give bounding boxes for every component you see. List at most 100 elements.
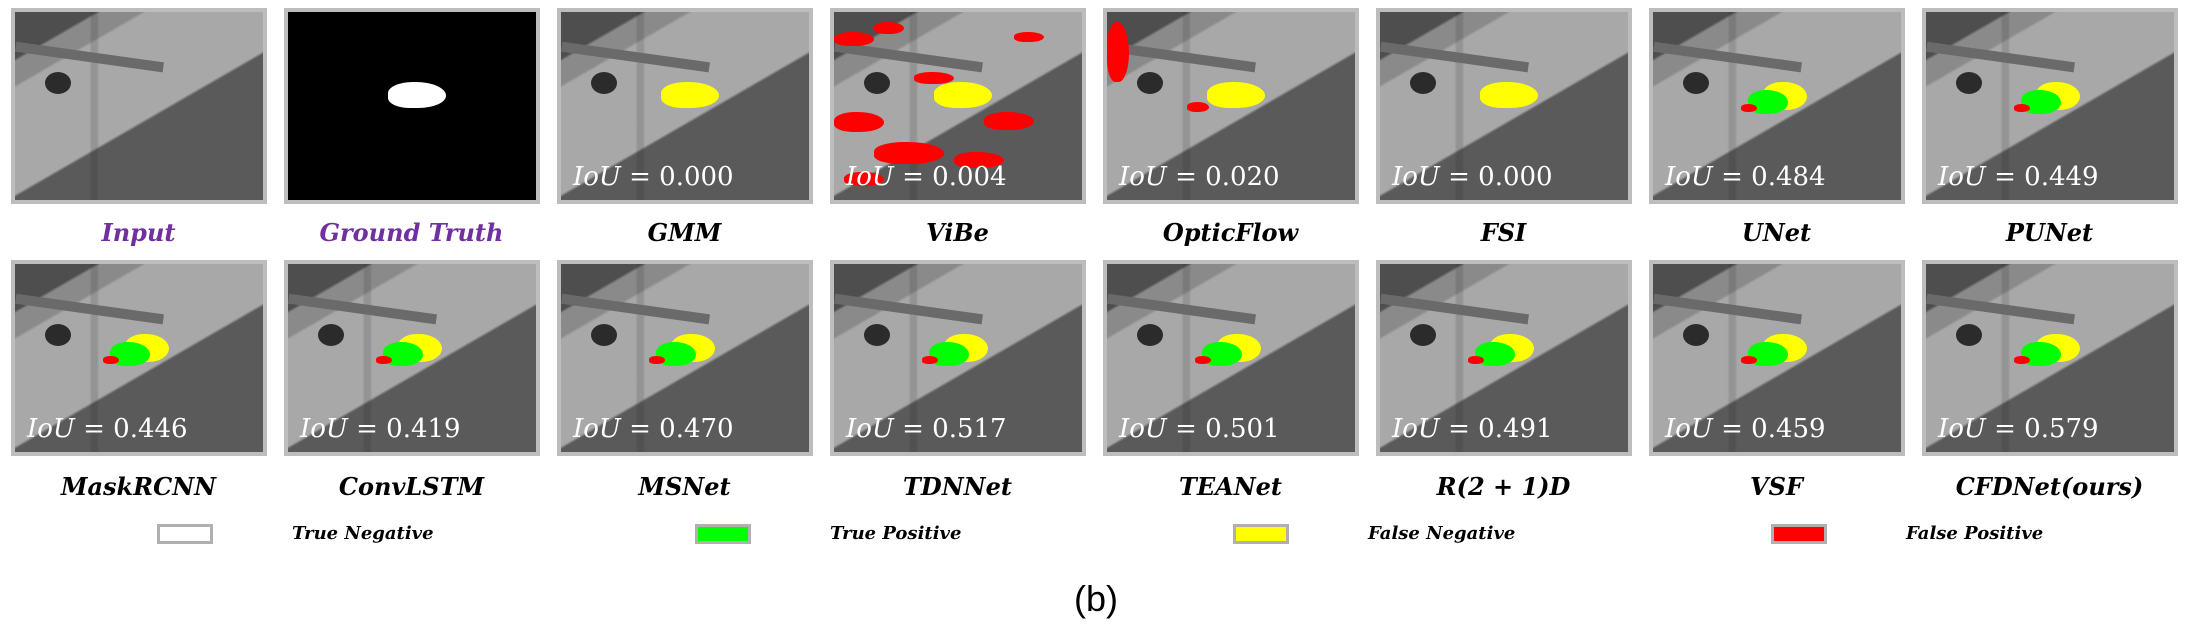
scene-object: [1683, 324, 1709, 346]
method-label-ground-truth: Ground Truth: [319, 218, 504, 247]
method-label-vibe: ViBe: [926, 218, 989, 247]
false-positive-region: [103, 356, 119, 364]
legend-label-true-positive: True Positive: [830, 523, 962, 544]
false-negative-region: [661, 82, 719, 108]
scene-object: [591, 72, 617, 94]
false-positive-region: [1741, 104, 1757, 112]
iou-value: = 0.449: [1985, 162, 2099, 192]
iou-prefix: IoU: [846, 162, 894, 192]
scene-rail: [834, 41, 983, 73]
iou-value: = 0.484: [1712, 162, 1826, 192]
result-image-ground-truth: [284, 8, 540, 204]
method-label-unet: UNet: [1741, 218, 1812, 247]
iou-prefix: IoU: [1119, 162, 1167, 192]
iou-value: = 0.004: [893, 162, 1007, 192]
iou-score: IoU = 0.470: [573, 414, 734, 444]
legend-swatch-true-positive: [695, 524, 751, 544]
method-label-gmm: GMM: [647, 218, 722, 247]
result-image-r-2-1-d: IoU = 0.491: [1376, 260, 1632, 456]
false-positive-region: [1468, 356, 1484, 364]
legend-swatch-false-negative: [1233, 524, 1289, 544]
false-positive-region: [984, 112, 1034, 130]
legend-label-true-negative: True Negative: [292, 523, 434, 544]
method-label-input: Input: [101, 218, 176, 247]
iou-prefix: IoU: [573, 162, 621, 192]
iou-value: = 0.446: [74, 414, 188, 444]
iou-prefix: IoU: [573, 414, 621, 444]
result-image-fsi: IoU = 0.000: [1376, 8, 1632, 204]
result-image-vibe: IoU = 0.004: [830, 8, 1086, 204]
result-image-convlstm: IoU = 0.419: [284, 260, 540, 456]
method-label-vsf: VSF: [1750, 472, 1803, 501]
method-label-convlstm: ConvLSTM: [338, 472, 485, 501]
scene-rail: [1926, 293, 2075, 325]
result-image-teanet: IoU = 0.501: [1103, 260, 1359, 456]
iou-prefix: IoU: [846, 414, 894, 444]
result-image-vsf: IoU = 0.459: [1649, 260, 1905, 456]
iou-prefix: IoU: [1665, 414, 1713, 444]
scene-object: [45, 324, 71, 346]
ground-truth-mask: [388, 82, 446, 108]
legend-swatch-true-negative: [157, 524, 213, 544]
scene-object: [591, 324, 617, 346]
false-positive-region: [1187, 102, 1209, 112]
scene-rail: [561, 293, 710, 325]
iou-value: = 0.579: [1985, 414, 2099, 444]
method-label-msnet: MSNet: [638, 472, 731, 501]
iou-prefix: IoU: [1938, 162, 1986, 192]
scene-object: [1956, 324, 1982, 346]
method-label-r-2-1-d: R(2 + 1)D: [1436, 472, 1571, 501]
method-label-maskrcnn: MaskRCNN: [60, 472, 217, 501]
result-image-unet: IoU = 0.484: [1649, 8, 1905, 204]
iou-value: = 0.517: [893, 414, 1007, 444]
scene-rail: [1107, 293, 1256, 325]
false-negative-region: [1480, 82, 1538, 108]
legend-label-false-negative: False Negative: [1368, 523, 1516, 544]
iou-prefix: IoU: [1392, 414, 1440, 444]
iou-score: IoU = 0.579: [1938, 414, 2099, 444]
scene-rail: [288, 293, 437, 325]
scene-object: [1683, 72, 1709, 94]
false-positive-region: [834, 112, 884, 132]
scene-object: [1137, 72, 1163, 94]
result-image-maskrcnn: IoU = 0.446: [11, 260, 267, 456]
iou-score: IoU = 0.501: [1119, 414, 1280, 444]
iou-value: = 0.000: [620, 162, 734, 192]
iou-value: = 0.000: [1439, 162, 1553, 192]
scene-rail: [1653, 41, 1802, 73]
scene-rail: [1380, 41, 1529, 73]
method-label-punet: PUNet: [2005, 218, 2094, 247]
iou-prefix: IoU: [27, 414, 75, 444]
iou-score: IoU = 0.459: [1665, 414, 1826, 444]
result-image-input: [11, 8, 267, 204]
false-positive-region: [2014, 356, 2030, 364]
method-label-tdnnet: TDNNet: [903, 472, 1012, 501]
iou-prefix: IoU: [1938, 414, 1986, 444]
scene-rail: [1107, 41, 1256, 73]
false-positive-region: [376, 356, 392, 364]
legend-swatch-false-positive: [1771, 524, 1827, 544]
iou-score: IoU = 0.000: [1392, 162, 1553, 192]
iou-prefix: IoU: [300, 414, 348, 444]
false-positive-region: [834, 32, 874, 46]
false-positive-region: [649, 356, 665, 364]
false-negative-region: [934, 82, 992, 108]
result-image-cfdnet-ours: IoU = 0.579: [1922, 260, 2178, 456]
false-positive-region: [1014, 32, 1044, 42]
iou-score: IoU = 0.000: [573, 162, 734, 192]
false-positive-region: [2014, 104, 2030, 112]
iou-prefix: IoU: [1392, 162, 1440, 192]
result-image-msnet: IoU = 0.470: [557, 260, 813, 456]
method-label-teanet: TEANet: [1178, 472, 1283, 501]
iou-prefix: IoU: [1665, 162, 1713, 192]
scene-rail: [15, 41, 164, 73]
iou-score: IoU = 0.419: [300, 414, 461, 444]
scene-object: [318, 324, 344, 346]
iou-prefix: IoU: [1119, 414, 1167, 444]
result-image-tdnnet: IoU = 0.517: [830, 260, 1086, 456]
iou-score: IoU = 0.491: [1392, 414, 1553, 444]
iou-score: IoU = 0.004: [846, 162, 1007, 192]
false-positive-region: [1107, 22, 1129, 82]
method-label-fsi: FSI: [1480, 218, 1527, 247]
